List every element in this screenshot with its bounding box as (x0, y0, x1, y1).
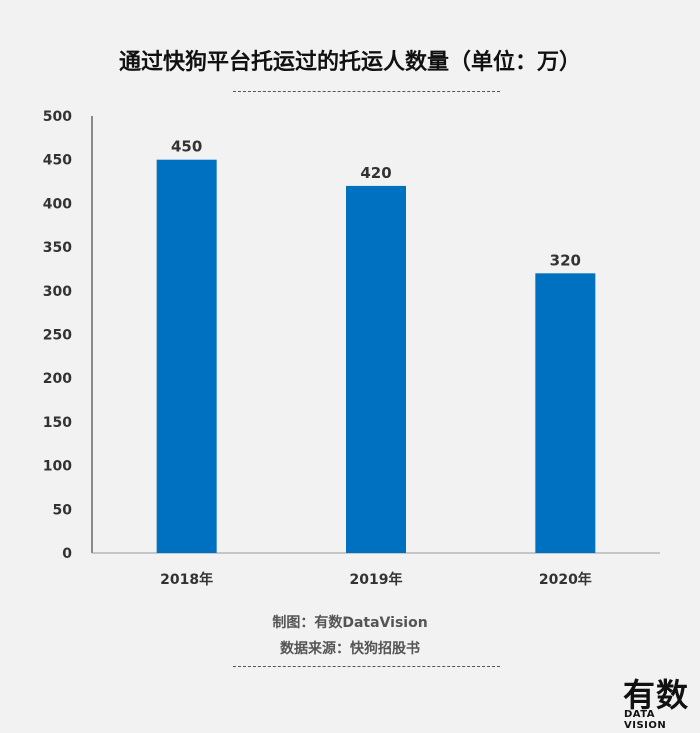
y-tick-label: 250 (43, 328, 72, 344)
data-source: 数据来源：快狗招股书 (280, 641, 420, 657)
y-tick-label: 100 (43, 459, 72, 475)
x-tick-label: 2018年 (160, 571, 213, 588)
y-tick-label: 400 (43, 196, 72, 212)
brand-logo-subtitle: DATA VISION (624, 709, 667, 731)
footer-divider (233, 666, 500, 667)
title-divider (233, 91, 500, 92)
x-tick-label: 2019年 (350, 571, 403, 588)
bar (346, 185, 406, 554)
chart-title: 通过快狗平台托运过的托运人数量（单位：万） (118, 50, 581, 75)
x-tick-label: 2020年 (539, 571, 592, 588)
y-tick-label: 150 (43, 415, 72, 431)
bar-chart: 0 50 100 150 200 250 300 350 400 450 500 450 2018年 42… (43, 109, 660, 588)
data-label: 450 (171, 138, 202, 156)
maker-credit: 制图：有数DataVision (272, 615, 428, 631)
y-tick-label: 300 (43, 284, 72, 300)
bar (156, 159, 217, 553)
y-tick-label: 350 (43, 240, 72, 256)
brand-logo: 有数 (623, 676, 690, 714)
y-tick-label: 500 (43, 109, 72, 125)
data-label: 320 (550, 251, 581, 269)
bar (535, 273, 596, 553)
y-tick-label: 450 (43, 153, 72, 169)
y-tick-label: 0 (62, 546, 72, 562)
y-tick-label: 200 (43, 371, 72, 387)
data-label: 420 (360, 164, 391, 182)
y-tick-label: 50 (53, 502, 73, 518)
